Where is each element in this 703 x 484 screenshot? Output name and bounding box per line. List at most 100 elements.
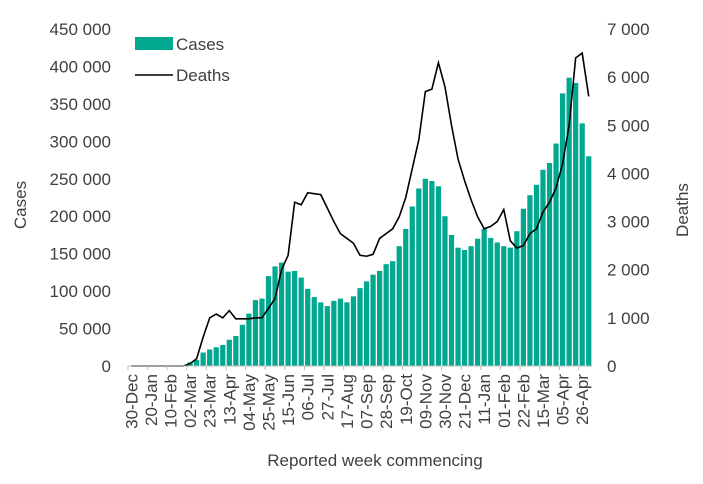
bar-cases-40 — [390, 261, 396, 366]
bar-cases-62 — [533, 184, 540, 366]
bar-cases-50 — [455, 247, 461, 366]
x-tick-label: 15-Mar — [534, 374, 553, 428]
y-left-tick-label: 300 000 — [50, 132, 111, 151]
x-tick-label: 05-Apr — [554, 374, 573, 425]
y-left-tick-label: 250 000 — [50, 170, 111, 189]
bar-cases-31 — [331, 300, 337, 366]
bar-cases-70 — [586, 156, 592, 366]
x-tick-label: 17-Aug — [338, 374, 357, 429]
bar-cases-25 — [292, 270, 298, 366]
x-tick-label: 27-Jul — [318, 374, 337, 420]
x-tick-label: 25-May — [260, 374, 279, 431]
bar-cases-42 — [403, 228, 409, 366]
y-right-tick-label: 5 000 — [607, 116, 650, 135]
bar-cases-33 — [344, 302, 350, 366]
bar-cases-56 — [494, 242, 500, 366]
bar-cases-32 — [337, 298, 344, 366]
x-tick-label: 28-Sep — [377, 374, 396, 429]
cases-bars — [187, 77, 592, 367]
bar-cases-39 — [383, 264, 389, 366]
bar-cases-26 — [298, 277, 304, 366]
bar-cases-68 — [573, 82, 579, 367]
bar-cases-29 — [318, 302, 324, 366]
bar-cases-47 — [435, 186, 442, 366]
y-right-tick-labels: 0 1 000 2 000 3 000 4 000 5 000 6 000 7 000 — [607, 20, 650, 376]
x-tick-label: 21-Dec — [456, 374, 475, 429]
bar-cases-67 — [566, 77, 572, 367]
bar-cases-28 — [311, 297, 317, 366]
bar-cases-45 — [422, 178, 428, 366]
y-right-tick-label: 6 000 — [607, 68, 650, 87]
bar-cases-64 — [546, 163, 553, 366]
x-tick-label: 06-Jul — [299, 374, 318, 420]
y-left-tick-label: 350 000 — [50, 95, 111, 114]
x-axis-title: Reported week commencing — [267, 451, 482, 470]
y-left-tick-label: 400 000 — [50, 57, 111, 76]
bar-cases-16 — [233, 336, 239, 366]
x-tick-label: 15-Jun — [279, 374, 298, 426]
legend-label-cases: Cases — [176, 35, 224, 54]
bar-cases-63 — [540, 169, 546, 366]
x-tick-label: 04-May — [240, 374, 259, 431]
x-tick-label: 19-Oct — [397, 374, 416, 425]
y-left-tick-label: 450 000 — [50, 20, 111, 39]
y-right-tick-label: 4 000 — [607, 164, 650, 183]
bar-cases-61 — [527, 195, 533, 366]
x-tick-label: 07-Sep — [358, 374, 377, 429]
bar-cases-48 — [442, 216, 448, 366]
x-tick-marks — [127, 366, 580, 370]
bar-cases-37 — [370, 274, 376, 366]
y-left-tick-label: 100 000 — [50, 282, 111, 301]
x-tick-label: 30-Nov — [436, 374, 455, 429]
bar-cases-52 — [468, 246, 474, 366]
bar-cases-13 — [213, 347, 219, 366]
legend-label-deaths: Deaths — [176, 66, 230, 85]
bar-cases-36 — [363, 281, 370, 366]
bar-cases-20 — [259, 298, 265, 366]
bar-cases-57 — [501, 246, 507, 366]
bar-cases-49 — [448, 234, 455, 366]
bar-cases-59 — [514, 231, 520, 366]
y-left-tick-labels: 0 50 000 100 000 150 000 200 000 250 000 300 0… — [50, 20, 111, 376]
bar-cases-12 — [207, 349, 213, 366]
bar-cases-38 — [376, 270, 383, 366]
y-left-tick-label: 0 — [102, 357, 111, 376]
y-left-tick-label: 200 000 — [50, 207, 111, 226]
bar-cases-44 — [416, 188, 422, 366]
y-right-tick-label: 0 — [607, 357, 616, 376]
x-tick-labels: 30-Dec 20-Jan 10-Feb 02-Mar 23-Mar 13-Apr 04-M… — [122, 374, 592, 431]
bar-cases-65 — [553, 143, 559, 366]
bar-cases-10 — [194, 360, 200, 366]
bar-cases-53 — [475, 238, 481, 366]
y-right-tick-label: 7 000 — [607, 20, 650, 39]
y-left-tick-label: 150 000 — [50, 245, 111, 264]
x-tick-label: 11-Jan — [475, 374, 494, 425]
x-tick-label: 13-Apr — [220, 374, 239, 425]
bar-cases-58 — [507, 247, 513, 366]
x-tick-label: 09-Nov — [416, 374, 435, 429]
bar-cases-46 — [429, 181, 435, 366]
bar-cases-30 — [324, 306, 330, 366]
bar-cases-27 — [305, 288, 311, 366]
bar-cases-21 — [265, 276, 272, 366]
bar-cases-18 — [246, 313, 252, 366]
bar-cases-41 — [396, 246, 402, 366]
y-right-tick-label: 3 000 — [607, 213, 650, 232]
bar-cases-55 — [488, 237, 494, 366]
legend-swatch-cases — [135, 37, 173, 50]
bar-cases-23 — [278, 262, 285, 366]
bar-cases-22 — [272, 266, 278, 366]
y-right-tick-label: 1 000 — [607, 309, 650, 328]
x-tick-label: 20-Jan — [142, 374, 161, 426]
x-tick-label: 30-Dec — [122, 374, 141, 429]
bar-cases-34 — [350, 296, 357, 366]
bar-cases-60 — [520, 208, 526, 366]
y-right-tick-label: 2 000 — [607, 261, 650, 280]
y-left-axis-title: Cases — [11, 181, 30, 229]
bar-cases-11 — [200, 352, 206, 366]
y-right-axis-title: Deaths — [673, 183, 692, 237]
bar-cases-51 — [461, 249, 468, 366]
bar-cases-66 — [559, 93, 566, 367]
bar-cases-19 — [252, 300, 259, 366]
